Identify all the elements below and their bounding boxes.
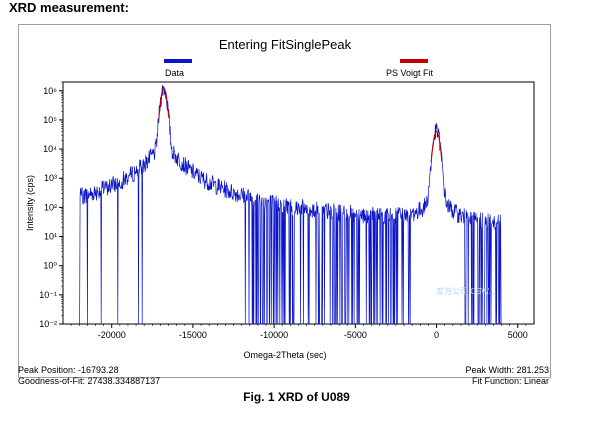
plot-area-frame bbox=[62, 81, 535, 325]
fit-series-line bbox=[158, 87, 170, 120]
x-tick-label: -20000 bbox=[98, 330, 126, 340]
x-axis-label: Omega-2Theta (sec) bbox=[243, 350, 326, 360]
y-tick-label: 10⁻² bbox=[39, 319, 57, 329]
y-tick-label: 10⁴ bbox=[43, 144, 57, 154]
peak-position-text: Peak Position: -16793.28 bbox=[18, 365, 119, 375]
x-tick-label: -15000 bbox=[179, 330, 207, 340]
y-tick-label: 10³ bbox=[44, 173, 57, 183]
watermark-logo: 度万公司 CSW... bbox=[436, 287, 496, 296]
goodness-of-fit-text: Goodness-of-Fit: 27438.334887137 bbox=[18, 376, 161, 386]
x-tick-label: -10000 bbox=[260, 330, 288, 340]
y-tick-label: 10⁰ bbox=[43, 261, 57, 271]
xrd-chart: Entering FitSinglePeak Data PS Voigt Fit… bbox=[25, 37, 535, 360]
y-tick-label: 10¹ bbox=[44, 232, 57, 242]
legend-swatch-fit bbox=[400, 59, 428, 63]
x-tick-label: -5000 bbox=[344, 330, 367, 340]
figure-caption: Fig. 1 XRD of U089 bbox=[243, 390, 350, 404]
chart-panel: Entering FitSinglePeak Data PS Voigt Fit… bbox=[18, 24, 551, 378]
fit-series-line bbox=[430, 130, 443, 163]
legend-label-data: Data bbox=[165, 68, 184, 78]
fit-function-text: Fit Function: Linear bbox=[471, 376, 549, 386]
chart-legend: Data PS Voigt Fit bbox=[164, 59, 434, 78]
axes-layer: -20000 -15000 -10000 -5000 0 5000 10⁻² 10⁻¹ 10⁰ 1… bbox=[39, 81, 528, 340]
x-tick-label: 0 bbox=[434, 330, 439, 340]
section-heading: XRD measurement: bbox=[9, 0, 129, 15]
x-tick-label: 5000 bbox=[508, 330, 528, 340]
y-tick-label: 10⁵ bbox=[43, 115, 57, 125]
y-tick-label: 10² bbox=[44, 202, 57, 212]
y-tick-label: 10⁶ bbox=[43, 86, 57, 96]
chart-title: Entering FitSinglePeak bbox=[219, 37, 352, 52]
y-axis-label: Intensity (cps) bbox=[25, 175, 35, 231]
legend-label-fit: PS Voigt Fit bbox=[386, 68, 434, 78]
legend-swatch-data bbox=[164, 59, 192, 63]
y-tick-label: 10⁻¹ bbox=[39, 290, 57, 300]
peak-width-text: Peak Width: 281.253 bbox=[465, 365, 549, 375]
